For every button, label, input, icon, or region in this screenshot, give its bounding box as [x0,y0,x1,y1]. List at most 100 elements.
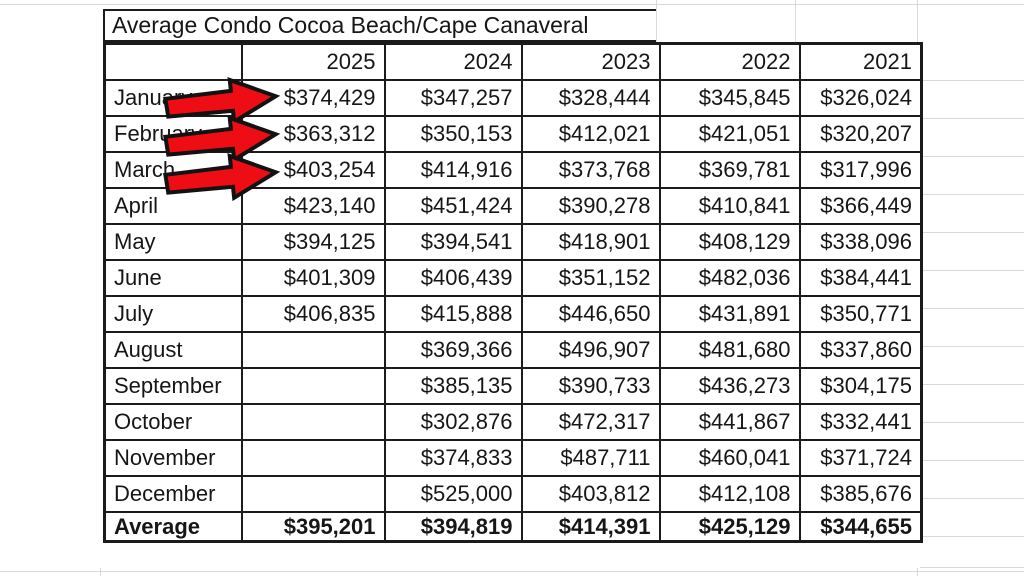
gridline [920,194,1024,195]
gridline [920,232,1024,233]
table-row: July $406,835 $415,888 $446,650 $431,891 $350… [103,295,923,333]
value-cell [240,439,386,477]
value-cell: $418,901 [520,223,661,261]
year-column-header: 2022 [658,42,801,81]
value-cell: $351,152 [520,259,661,297]
gridline [100,568,101,576]
value-cell: $374,429 [240,79,386,117]
value-cell: $460,041 [658,439,801,477]
value-cell: $363,312 [240,115,386,153]
value-cell: $328,444 [520,79,661,117]
month-label-cell: May [103,223,243,261]
value-cell: $403,254 [240,151,386,189]
value-cell: $390,278 [520,187,661,225]
value-cell: $425,129 [658,511,801,543]
value-cell: $374,833 [383,439,523,477]
value-cell: $482,036 [658,259,801,297]
value-cell: $369,366 [383,331,523,369]
sheet-title: Average Condo Cocoa Beach/Cape Canaveral [103,9,656,42]
value-cell: $412,021 [520,115,661,153]
value-cell: $451,424 [383,187,523,225]
table-row: October $302,876 $472,317 $441,867 $332,441 [103,403,923,441]
table-row: May $394,125 $394,541 $418,901 $408,129 $338,… [103,223,923,261]
value-cell: $394,541 [383,223,523,261]
value-cell: $414,391 [520,511,661,543]
table-row: August $369,366 $496,907 $481,680 $337,860 [103,331,923,369]
value-cell: $421,051 [658,115,801,153]
value-cell: $472,317 [520,403,661,441]
gridline [920,384,1024,385]
table-row: January $374,429 $347,257 $328,444 $345,845 $… [103,79,923,117]
gridline [656,0,657,42]
value-cell [240,475,386,513]
value-cell: $347,257 [383,79,523,117]
value-cell: $423,140 [240,187,386,225]
value-cell: $332,441 [798,403,923,441]
gridline [920,460,1024,461]
month-label-cell: March [103,151,243,189]
year-column-header: 2021 [798,42,923,81]
value-cell [240,403,386,441]
value-cell: $446,650 [520,295,661,333]
month-label-cell: August [103,331,243,369]
gridline [920,308,1024,309]
value-cell: $373,768 [520,151,661,189]
month-label-cell: June [103,259,243,297]
value-cell: $317,996 [798,151,923,189]
value-cell: $344,655 [798,511,923,543]
table-row: February $363,312 $350,153 $412,021 $421,051… [103,115,923,153]
month-label-cell: July [103,295,243,333]
table-row: April $423,140 $451,424 $390,278 $410,841 $36… [103,187,923,225]
value-cell: $394,819 [383,511,523,543]
year-column-header: 2023 [520,42,661,81]
value-cell: $350,771 [798,295,923,333]
gridline [917,0,918,42]
year-column-header: 2024 [383,42,523,81]
header-row: 2025 2024 2023 2022 2021 [103,42,923,81]
gridline [920,422,1024,423]
value-cell: $384,441 [798,259,923,297]
table-row: March $403,254 $414,916 $373,768 $369,781 $31… [103,151,923,189]
value-cell: $441,867 [658,403,801,441]
table-row: June $401,309 $406,439 $351,152 $482,036 $384… [103,259,923,297]
value-cell: $304,175 [798,367,923,405]
table-row: September $385,135 $390,733 $436,273 $304,17… [103,367,923,405]
value-cell: $436,273 [658,367,801,405]
value-cell: $410,841 [658,187,801,225]
value-cell: $302,876 [383,403,523,441]
month-label-cell: October [103,403,243,441]
value-cell: $338,096 [798,223,923,261]
gridline [920,80,1024,81]
value-cell: $496,907 [520,331,661,369]
gridline [920,270,1024,271]
gridline [920,536,1024,537]
average-row: Average $395,201 $394,819 $414,391 $425,129 $… [103,511,923,543]
value-cell: $385,135 [383,367,523,405]
month-label-cell: Average [103,511,243,543]
table-row: December $525,000 $403,812 $412,108 $385,676 [103,475,923,513]
value-cell: $414,916 [383,151,523,189]
month-label-cell: September [103,367,243,405]
value-cell: $406,439 [383,259,523,297]
month-label-cell: April [103,187,243,225]
gridline [920,498,1024,499]
gridline [920,118,1024,119]
value-cell: $406,835 [240,295,386,333]
value-cell: $415,888 [383,295,523,333]
gridline [920,346,1024,347]
value-cell: $487,711 [520,439,661,477]
month-label-cell: December [103,475,243,513]
value-cell: $366,449 [798,187,923,225]
gridline [0,571,1024,572]
data-table: 2025 2024 2023 2022 2021 January $374,429 $347… [103,42,923,543]
value-cell: $481,680 [658,331,801,369]
table-row: November $374,833 $487,711 $460,041 $371,724 [103,439,923,477]
value-cell: $403,812 [520,475,661,513]
value-cell: $320,207 [798,115,923,153]
value-cell: $371,724 [798,439,923,477]
value-cell: $345,845 [658,79,801,117]
value-cell: $395,201 [240,511,386,543]
gridline [920,567,1024,568]
gridline [0,4,1024,5]
